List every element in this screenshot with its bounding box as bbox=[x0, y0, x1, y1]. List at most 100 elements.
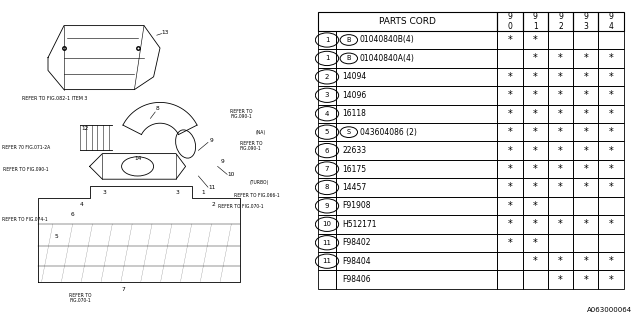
Bar bbox=[336, 31, 497, 49]
Bar bbox=[548, 68, 573, 86]
Text: *: * bbox=[533, 90, 538, 100]
Bar bbox=[598, 49, 623, 68]
Text: *: * bbox=[583, 182, 588, 192]
Text: 4: 4 bbox=[325, 111, 329, 117]
Bar bbox=[336, 178, 497, 197]
Bar bbox=[598, 31, 623, 49]
Bar bbox=[523, 252, 548, 270]
Bar bbox=[523, 68, 548, 86]
Text: *: * bbox=[533, 219, 538, 229]
Text: *: * bbox=[533, 35, 538, 45]
Bar bbox=[497, 215, 523, 234]
Text: *: * bbox=[583, 146, 588, 156]
Text: 22633: 22633 bbox=[342, 146, 367, 155]
Bar bbox=[523, 234, 548, 252]
Text: *: * bbox=[508, 109, 513, 119]
Bar bbox=[598, 197, 623, 215]
Text: *: * bbox=[558, 219, 563, 229]
Text: *: * bbox=[508, 201, 513, 211]
Text: 5: 5 bbox=[325, 129, 329, 135]
Bar bbox=[573, 49, 598, 68]
Text: 2: 2 bbox=[211, 203, 215, 207]
Text: *: * bbox=[533, 72, 538, 82]
Bar bbox=[523, 178, 548, 197]
Bar bbox=[318, 86, 336, 105]
Text: PARTS CORD: PARTS CORD bbox=[380, 17, 436, 26]
Bar bbox=[318, 215, 336, 234]
Bar bbox=[497, 252, 523, 270]
Bar bbox=[336, 215, 497, 234]
Text: *: * bbox=[508, 72, 513, 82]
Bar bbox=[497, 160, 523, 178]
Text: 1: 1 bbox=[324, 37, 329, 43]
Bar bbox=[573, 123, 598, 141]
Bar bbox=[598, 105, 623, 123]
Bar bbox=[497, 178, 523, 197]
Text: *: * bbox=[558, 146, 563, 156]
Text: *: * bbox=[558, 164, 563, 174]
Text: 7: 7 bbox=[122, 287, 125, 292]
Text: 11: 11 bbox=[323, 240, 332, 246]
Text: *: * bbox=[533, 164, 538, 174]
Text: 11: 11 bbox=[208, 185, 215, 190]
Text: 16175: 16175 bbox=[342, 164, 367, 173]
Bar bbox=[497, 12, 523, 31]
Text: 1: 1 bbox=[324, 55, 329, 61]
Bar bbox=[336, 160, 497, 178]
Bar bbox=[336, 123, 497, 141]
Text: *: * bbox=[533, 256, 538, 266]
Text: 8: 8 bbox=[324, 184, 329, 190]
Bar bbox=[573, 234, 598, 252]
Text: 3: 3 bbox=[176, 189, 180, 195]
Text: *: * bbox=[609, 164, 613, 174]
Text: *: * bbox=[583, 256, 588, 266]
Text: *: * bbox=[508, 164, 513, 174]
Text: *: * bbox=[508, 182, 513, 192]
Bar bbox=[497, 197, 523, 215]
Text: *: * bbox=[609, 127, 613, 137]
Bar bbox=[497, 49, 523, 68]
Bar bbox=[598, 86, 623, 105]
Text: REFER TO FIG.090-1: REFER TO FIG.090-1 bbox=[3, 167, 49, 172]
Text: 9
0: 9 0 bbox=[508, 12, 513, 31]
Text: *: * bbox=[583, 109, 588, 119]
Bar bbox=[336, 252, 497, 270]
Text: 9
1: 9 1 bbox=[533, 12, 538, 31]
Bar bbox=[573, 68, 598, 86]
Bar bbox=[336, 86, 497, 105]
Text: *: * bbox=[508, 35, 513, 45]
Bar bbox=[548, 252, 573, 270]
Bar bbox=[548, 234, 573, 252]
Text: 9
2: 9 2 bbox=[558, 12, 563, 31]
Bar bbox=[336, 197, 497, 215]
Text: 8: 8 bbox=[155, 106, 159, 111]
Text: REFER TO FIG.066-1: REFER TO FIG.066-1 bbox=[234, 193, 279, 198]
Bar bbox=[598, 12, 623, 31]
Text: *: * bbox=[583, 275, 588, 284]
Text: *: * bbox=[609, 109, 613, 119]
Text: 9: 9 bbox=[210, 138, 213, 143]
Bar bbox=[598, 160, 623, 178]
Text: *: * bbox=[609, 256, 613, 266]
Bar bbox=[318, 123, 336, 141]
Text: *: * bbox=[508, 127, 513, 137]
Text: *: * bbox=[583, 127, 588, 137]
Bar bbox=[336, 105, 497, 123]
Text: F98402: F98402 bbox=[342, 238, 371, 247]
Text: *: * bbox=[558, 109, 563, 119]
Bar bbox=[523, 105, 548, 123]
Text: S: S bbox=[347, 129, 351, 135]
Bar bbox=[318, 234, 336, 252]
Text: REFER TO FIG.074-1: REFER TO FIG.074-1 bbox=[2, 217, 47, 222]
Text: *: * bbox=[558, 90, 563, 100]
Text: 9: 9 bbox=[324, 203, 329, 209]
Text: B: B bbox=[347, 55, 351, 61]
Text: *: * bbox=[609, 72, 613, 82]
Bar bbox=[497, 68, 523, 86]
Bar bbox=[318, 178, 336, 197]
Text: 10: 10 bbox=[227, 172, 235, 177]
Text: *: * bbox=[609, 53, 613, 63]
Bar bbox=[318, 160, 336, 178]
Text: F98406: F98406 bbox=[342, 275, 371, 284]
Text: 4: 4 bbox=[80, 203, 84, 207]
